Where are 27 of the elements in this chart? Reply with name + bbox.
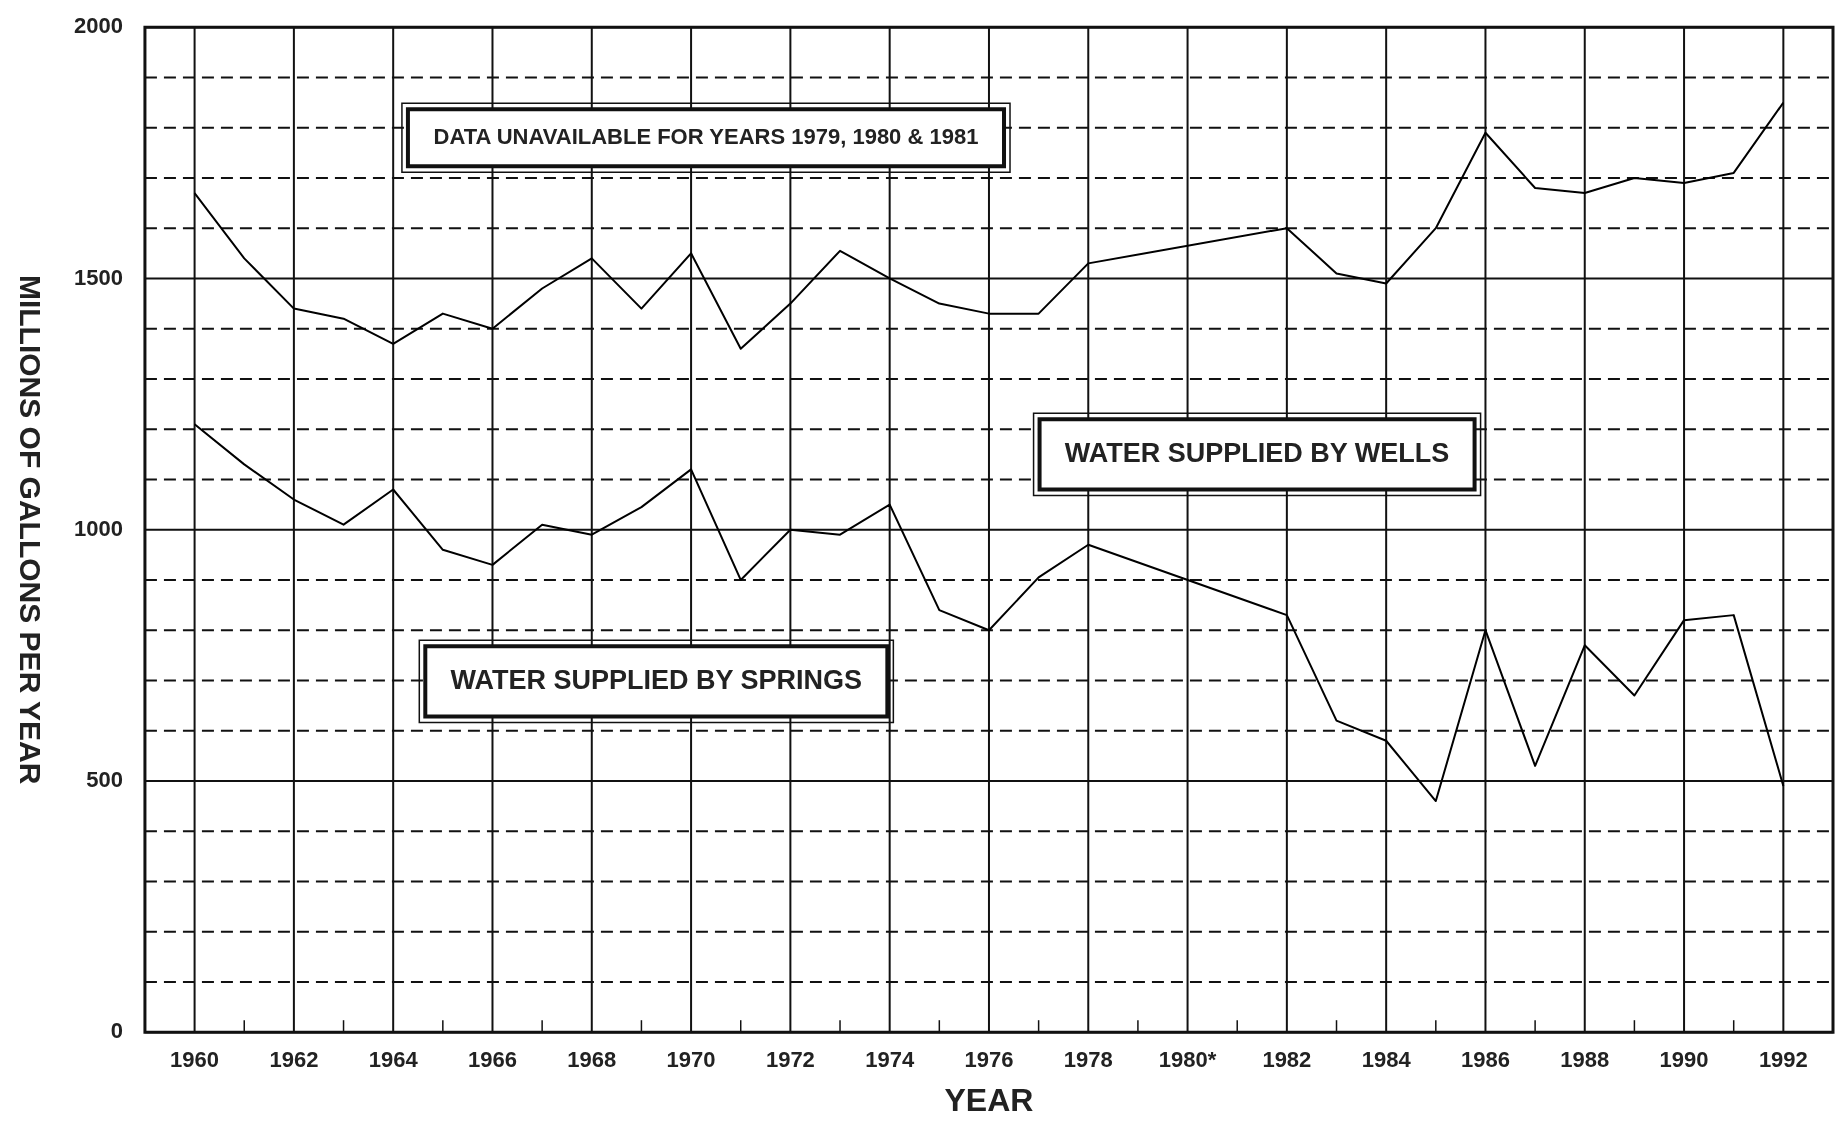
- y-tick-label: 1000: [73, 515, 123, 541]
- y-tick-label: 0: [110, 1018, 123, 1044]
- x-tick-label: 1980*: [1158, 1047, 1217, 1073]
- x-tick-label: 1972: [765, 1047, 815, 1073]
- x-tick-label: 1960: [170, 1047, 220, 1073]
- y-tick-label: 500: [86, 767, 123, 793]
- x-axis-title: YEAR: [944, 1081, 1034, 1118]
- x-tick-label: 1992: [1758, 1047, 1808, 1073]
- x-tick-label: 1964: [368, 1047, 419, 1073]
- x-tick-label: 1990: [1659, 1047, 1709, 1073]
- x-tick-label: 1970: [666, 1047, 716, 1073]
- annotation: DATA UNAVAILABLE FOR YEARS 1979, 1980 & 1981: [433, 123, 979, 149]
- x-tick-label: 1966: [468, 1047, 517, 1073]
- x-tick-label: 1988: [1560, 1047, 1610, 1073]
- y-tick-label: 1500: [73, 264, 123, 290]
- x-tick-label: 1982: [1262, 1047, 1312, 1073]
- y-tick-label: 2000: [73, 13, 123, 39]
- annotation: WATER SUPPLIED BY WELLS: [1064, 437, 1450, 468]
- annotation: WATER SUPPLIED BY SPRINGS: [450, 664, 863, 695]
- x-tick-label: 1978: [1063, 1047, 1113, 1073]
- x-tick-label: 1968: [567, 1047, 617, 1073]
- x-tick-label: 1986: [1460, 1047, 1510, 1073]
- x-tick-label: 1984: [1361, 1047, 1412, 1073]
- x-tick-label: 1976: [964, 1047, 1014, 1073]
- x-tick-label: 1962: [269, 1047, 319, 1073]
- y-axis-title: MILLIONS OF GALLONS PER YEAR: [13, 274, 47, 785]
- x-tick-label: 1974: [865, 1047, 915, 1073]
